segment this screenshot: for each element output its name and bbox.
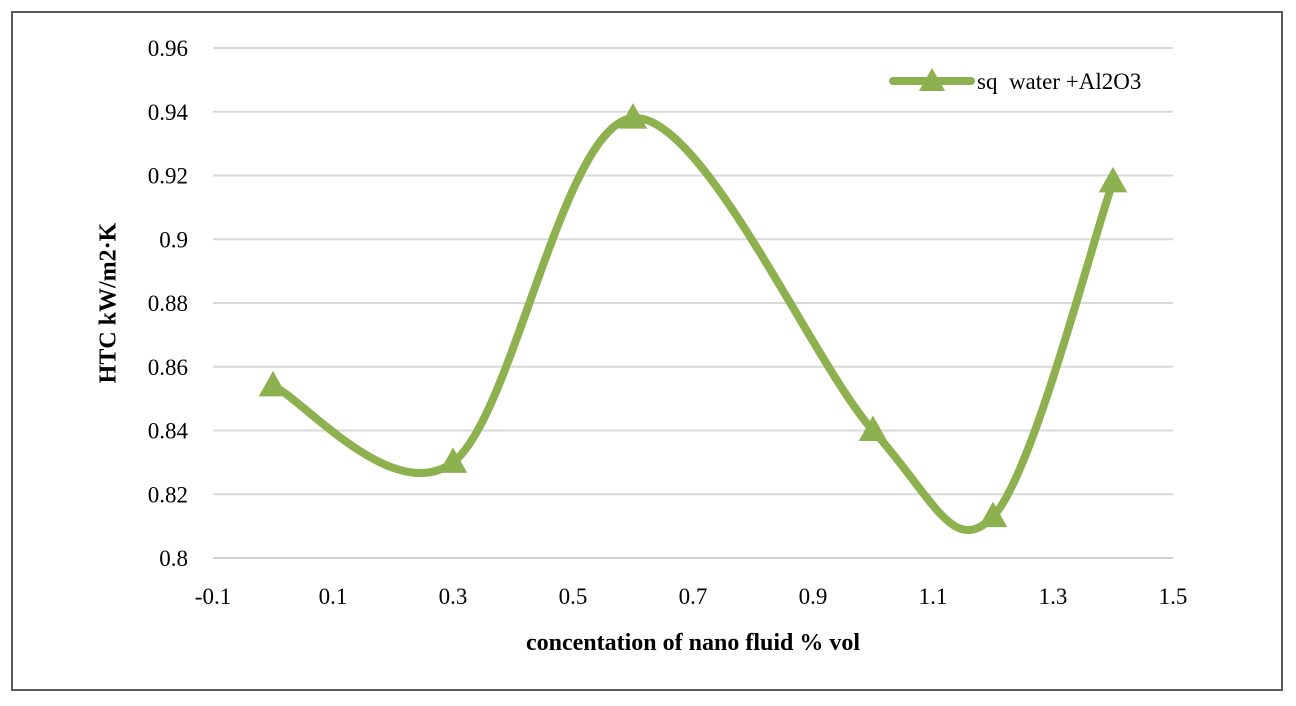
x-tick-label: 0.1 [319,584,348,609]
y-tick-label: 0.86 [148,355,188,380]
y-axis-ticks: 0.8 0.82 0.84 0.86 0.88 0.9 0.92 0.94 0.96 [148,36,189,571]
data-point-marker [978,501,1008,528]
x-tick-label: 1.3 [1039,584,1068,609]
series-group [258,103,1128,534]
x-tick-label: 0.7 [679,584,708,609]
y-tick-label: 0.9 [159,227,188,252]
data-point-marker [1098,166,1128,193]
y-tick-label: 0.8 [159,546,188,571]
y-tick-label: 0.92 [148,164,188,189]
y-tick-label: 0.94 [148,100,189,125]
y-tick-label: 0.82 [148,482,188,507]
legend: sq water +Al2O3 [889,68,1141,94]
x-tick-label: 1.1 [919,584,948,609]
x-axis-title: concentation of nano fluid % vol [526,630,860,656]
x-tick-label: 1.5 [1159,584,1188,609]
series-line [269,114,1117,534]
y-tick-label: 0.84 [148,419,189,444]
y-axis-title: HTC kW/m2·K [96,222,122,383]
x-tick-label: 0.5 [559,584,588,609]
x-tick-label: 0.9 [799,584,828,609]
data-point-marker [438,447,468,473]
y-tick-label: 0.88 [148,291,188,316]
legend-swatch-marker [919,68,945,91]
data-point-marker [618,103,648,129]
data-point-marker [258,370,288,397]
legend-label: sq water +Al2O3 [977,69,1141,94]
gridlines [213,47,1173,496]
data-point-marker [858,415,888,441]
x-tick-label: -0.1 [195,584,231,609]
x-axis-ticks: -0.1 0.1 0.3 0.5 0.7 0.9 1.1 1.3 1.5 [195,584,1188,609]
y-tick-label: 0.96 [148,36,188,61]
x-tick-label: 0.3 [439,584,468,609]
